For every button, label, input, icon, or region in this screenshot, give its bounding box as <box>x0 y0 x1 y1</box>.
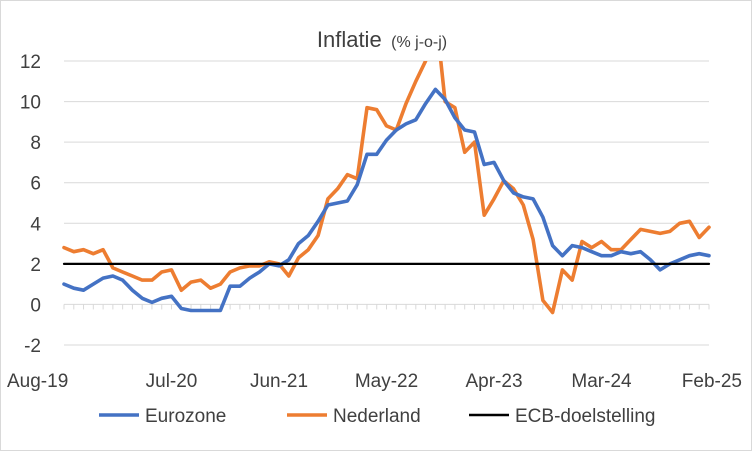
chart-title-main: Inflatie <box>317 27 382 52</box>
x-tick-label: Mar-24 <box>571 371 632 392</box>
chart-title: Inflatie (% j-o-j) <box>317 27 447 52</box>
x-tick-label: Jul-20 <box>146 371 198 392</box>
x-tick-label: Jun-21 <box>250 371 308 392</box>
series-line-eurozone <box>62 87 711 313</box>
legend-label-ecb-doelstelling: ECB-doelstelling <box>515 406 655 427</box>
y-axis-ticks: -2 0 2 4 6 8 10 12 <box>20 52 42 357</box>
y-tick-label: 2 <box>30 255 41 276</box>
x-tick-label: May-22 <box>355 371 418 392</box>
y-tick-label: 6 <box>30 174 41 195</box>
gridlines <box>63 60 710 346</box>
x-tick-label: Feb-25 <box>682 371 742 392</box>
chart-title-sub: (% j-o-j) <box>391 34 447 51</box>
x-tick-label: Apr-23 <box>465 371 522 392</box>
legend: Eurozone Nederland ECB-doelstelling <box>99 406 655 427</box>
series-lines <box>62 61 711 315</box>
series-line-nederland <box>62 61 711 315</box>
y-tick-label: -2 <box>24 336 41 357</box>
x-tick-label: Aug-19 <box>7 371 68 392</box>
legend-label-eurozone: Eurozone <box>145 406 226 427</box>
y-tick-label: 8 <box>30 133 41 154</box>
y-tick-label: 0 <box>30 295 41 316</box>
y-tick-label: 4 <box>30 214 41 235</box>
y-tick-label: 10 <box>20 93 41 114</box>
legend-label-nederland: Nederland <box>333 406 421 427</box>
x-axis-ticks: Aug-19 Jul-20 Jun-21 May-22 Apr-23 Mar-24 Feb-… <box>7 371 742 392</box>
y-tick-label: 12 <box>20 52 41 73</box>
